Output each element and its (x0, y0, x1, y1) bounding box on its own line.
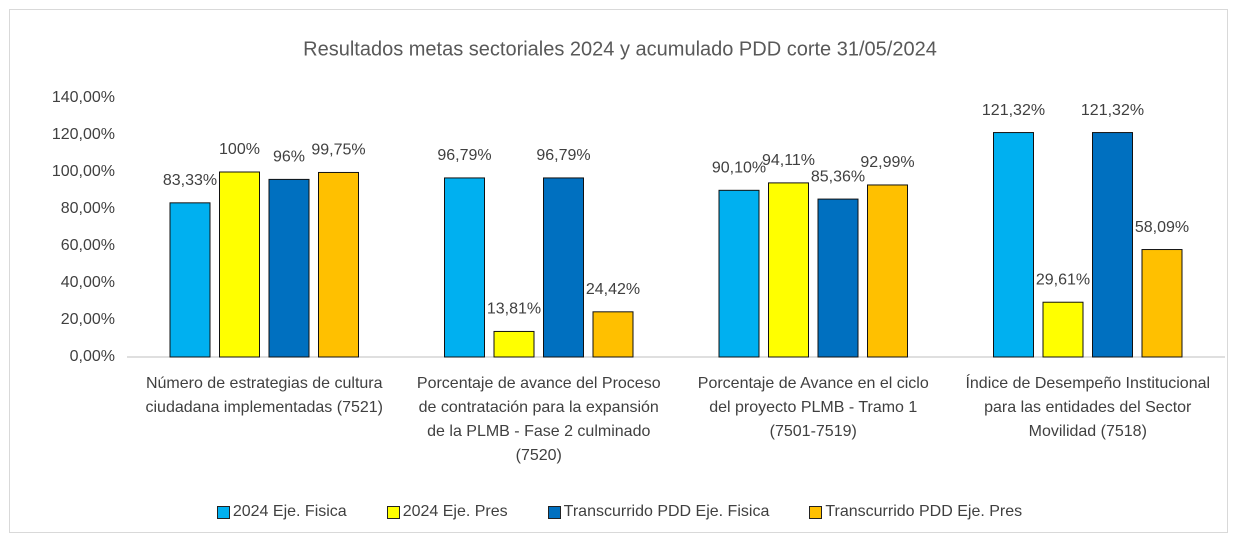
bar (543, 177, 584, 358)
y-tick-label: 120,00% (52, 126, 115, 143)
y-tick-label: 60,00% (61, 237, 115, 254)
data-label: 96,79% (437, 147, 491, 164)
data-label: 29,61% (1036, 271, 1090, 288)
data-label: 85,36% (811, 168, 865, 185)
data-label: 92,99% (860, 154, 914, 171)
data-label: 99,75% (311, 142, 365, 159)
chart-frame (9, 9, 1228, 533)
y-tick-label: 100,00% (52, 163, 115, 180)
data-label: 121,32% (982, 102, 1045, 119)
bar (993, 132, 1034, 358)
data-label: 96,79% (536, 147, 590, 164)
x-tick-label: Número de estrategias de cultura ciudada… (145, 375, 383, 416)
data-label: 58,09% (1135, 219, 1189, 236)
data-label: 121,32% (1081, 102, 1144, 119)
y-tick-label: 40,00% (61, 274, 115, 291)
bar (592, 311, 634, 358)
data-label: 90,10% (712, 160, 766, 177)
legend-swatch (809, 505, 823, 519)
bar (268, 178, 310, 358)
data-label: 96% (273, 149, 305, 166)
x-tick-label: Índice de Desempeño Institucional para l… (965, 375, 1211, 440)
x-tick-label: Porcentaje de Avance en el ciclo del pro… (697, 375, 929, 440)
legend-item: Transcurrido PDD Eje. Fisica (547, 503, 770, 521)
y-tick-label: 20,00% (61, 311, 115, 328)
data-label: 13,81% (487, 301, 541, 318)
legend-label: 2024 Eje. Fisica (232, 503, 347, 520)
x-tick-label: Porcentaje de avance del Proceso de cont… (416, 375, 661, 464)
bar (817, 198, 859, 358)
bar (169, 202, 211, 358)
legend: 2024 Eje. Fisica 2024 Eje. Pres Transcurri… (0, 503, 1239, 521)
bar (768, 182, 809, 358)
y-tick-label: 0,00% (70, 348, 115, 365)
legend-label: Transcurrido PDD Eje. Pres (825, 503, 1023, 520)
legend-label: 2024 Eje. Pres (402, 503, 508, 520)
y-tick-label: 80,00% (61, 200, 115, 217)
legend-item: Transcurrido PDD Eje. Pres (809, 503, 1022, 521)
legend-swatch (216, 505, 230, 519)
bar (1092, 132, 1133, 358)
bar (718, 189, 760, 358)
bar (867, 184, 908, 358)
bar (318, 171, 359, 358)
bar (444, 177, 485, 358)
bar (219, 171, 260, 358)
data-label: 24,42% (586, 281, 640, 298)
bar (493, 330, 535, 358)
bar (1042, 301, 1084, 358)
legend-label: Transcurrido PDD Eje. Fisica (563, 503, 770, 520)
data-label: 94,11% (762, 152, 815, 169)
y-tick-label: 140,00% (52, 89, 115, 106)
legend-swatch (547, 505, 561, 519)
legend-swatch (386, 505, 400, 519)
data-label: 83,33% (163, 172, 217, 189)
bar (1141, 249, 1183, 358)
legend-item: 2024 Eje. Fisica (216, 503, 347, 521)
chart-title: Resultados metas sectoriales 2024 y acum… (303, 38, 937, 60)
data-label: 100% (219, 141, 260, 158)
legend-item: 2024 Eje. Pres (386, 503, 508, 521)
